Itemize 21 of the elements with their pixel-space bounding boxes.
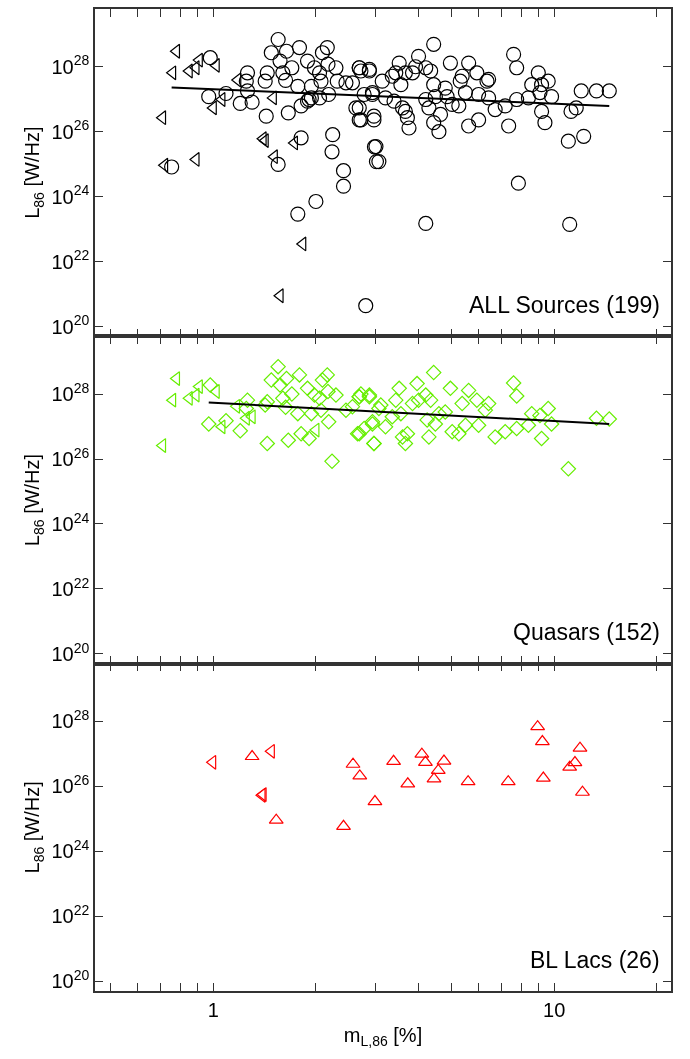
y-tick-label: 10$^{22}$: [51, 574, 90, 600]
x-tick-label: 10: [543, 998, 566, 1021]
y-tick-label: 10$^{24}$: [51, 509, 90, 535]
y-tick-label: 10$^{28}$: [51, 379, 90, 406]
x-tick-label: 1: [207, 998, 219, 1021]
y-tick-label: 10$^{28}$: [51, 52, 90, 78]
annotation: ALL Sources (199): [469, 292, 660, 318]
y-tick-label: 10$^{22}$: [51, 247, 90, 273]
y-tick-label: 10$^{24}$: [51, 836, 90, 863]
y-tick-label: 10$^{28}$: [51, 707, 90, 733]
y-tick-label: 10$^{22}$: [51, 901, 90, 928]
y-tick-label: 10$^{20}$: [51, 639, 90, 665]
x-axis-title: m$_{L,86}$ [%]: [343, 1023, 423, 1049]
y-tick-label: 10$^{24}$: [51, 182, 90, 208]
annotation: BL Lacs (26): [530, 947, 660, 973]
annotation: Quasars (152): [513, 619, 661, 645]
y-tick-label: 10$^{26}$: [51, 771, 90, 798]
y-tick-label: 10$^{20}$: [51, 966, 90, 993]
y-tick-label: 10$^{26}$: [51, 444, 90, 471]
y-tick-label: 10$^{20}$: [51, 312, 90, 338]
y-tick-label: 10$^{26}$: [51, 117, 90, 143]
